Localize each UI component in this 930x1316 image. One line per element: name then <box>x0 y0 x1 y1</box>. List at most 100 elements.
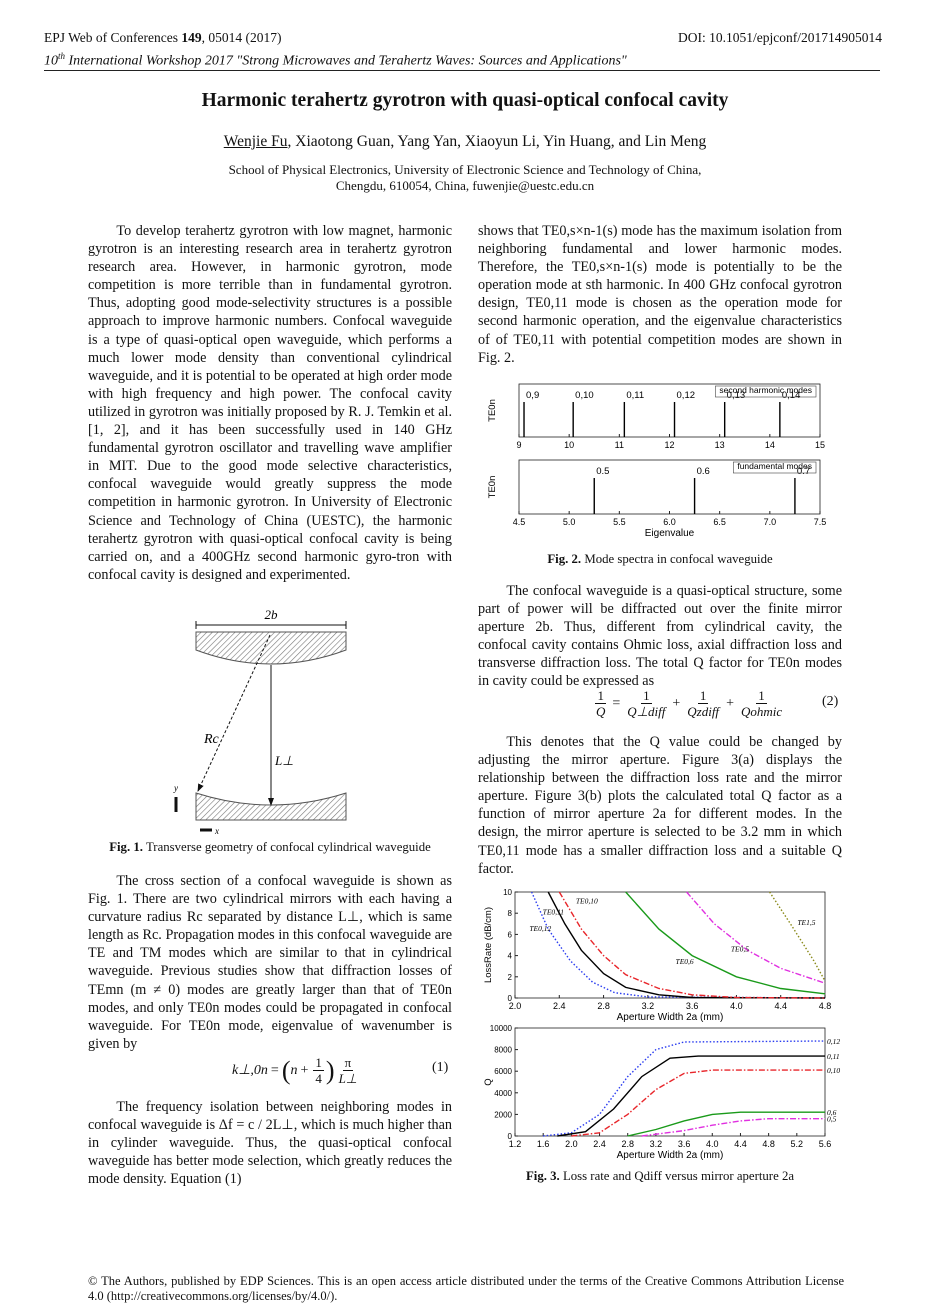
denominator: Q⊥diff <box>627 704 666 719</box>
radius-arrow <box>197 634 271 792</box>
eq-op: ) <box>325 1055 335 1085</box>
series-line <box>557 1055 825 1137</box>
figure-caption: Fig. 2. Mode spectra in confocal wavegui… <box>478 552 842 567</box>
series-line <box>558 891 826 999</box>
x-tick-label: 4.4 <box>734 1139 747 1149</box>
x-tick-label: 4.8 <box>762 1139 775 1149</box>
x-tick-label: 6.0 <box>663 517 676 527</box>
series-line <box>571 1069 825 1137</box>
volume: 149 <box>181 30 202 45</box>
denominator: 4 <box>315 1071 322 1086</box>
caption-label: Fig. 3. <box>525 1169 560 1183</box>
aperture-label: 2b <box>265 607 279 622</box>
y-tick-label: 8 <box>508 909 513 918</box>
y-tick-label: 4 <box>508 952 513 961</box>
running-header: EPJ Web of Conferences 149, 05014 (2017) <box>44 30 282 46</box>
series-line <box>547 891 826 999</box>
denominator: Q <box>596 704 606 719</box>
affiliation-line: School of Physical Electronics, Universi… <box>228 162 702 177</box>
numerator: 1 <box>313 1055 324 1071</box>
plot-frame <box>514 891 826 999</box>
equation-number: (1) <box>432 1060 449 1075</box>
x-tick-label: 3.6 <box>678 1139 691 1149</box>
series-line <box>769 891 826 982</box>
x-tick-label: 1.2 <box>509 1139 522 1149</box>
title: Harmonic terahertz gyrotron with quasi-o… <box>201 90 729 111</box>
top-mirror <box>195 631 347 665</box>
y-tick-label: 6000 <box>494 1067 512 1076</box>
eq-var: n <box>290 1062 298 1078</box>
x-tick-label: 5.6 <box>819 1139 832 1149</box>
figure-caption: Fig. 1. Transverse geometry of confocal … <box>88 840 452 855</box>
x-tick-label: 7.0 <box>764 517 777 527</box>
paragraph: The frequency isolation between neighbor… <box>88 1099 452 1188</box>
series-line <box>530 891 826 999</box>
y-tick-label: 10000 <box>490 1024 513 1033</box>
paragraph: The cross section of a confocal waveguid… <box>88 873 452 1052</box>
y-axis-label: Q <box>483 1078 494 1085</box>
y-tick-label: 2000 <box>494 1110 512 1119</box>
x-tick-label: 4.0 <box>706 1139 719 1149</box>
x-axis-label: Aperture Width 2a (mm) <box>617 1012 724 1023</box>
x-tick-label: 5.5 <box>613 517 626 527</box>
caption-text: Transverse geometry of confocal cylindri… <box>145 840 431 854</box>
series-line <box>686 891 826 984</box>
footer: © The Authors, published by EDP Sciences… <box>88 1274 844 1303</box>
series-line <box>641 1118 825 1137</box>
workshop: 10th International Workshop 2017 "Strong… <box>44 51 627 70</box>
series-line <box>627 1111 825 1137</box>
numerator: π <box>342 1055 354 1071</box>
x-tick-label: 4.5 <box>513 517 526 527</box>
figure-3: 2.0 2.4 2.8 3.2 3.6 4.0 4.4 4.8 LossRate (dB/cm)… <box>483 888 840 1161</box>
x-tick-label: 2.4 <box>553 1001 566 1011</box>
affiliation-line: Chengdu, 610054, China, fuwenjie@uestc.e… <box>335 178 595 193</box>
paragraph: This denotes that the Q value could be c… <box>478 734 842 877</box>
x-tick-label: 15 <box>815 440 825 450</box>
series-line <box>543 1040 826 1137</box>
eq-op: + <box>300 1062 309 1078</box>
y-tick-label: 2 <box>508 973 513 982</box>
annotation: second harmonic modes <box>719 385 812 395</box>
x-tick-label: 2.8 <box>621 1139 634 1149</box>
fraction: π L⊥ <box>337 1055 360 1086</box>
series-label: 0,11 <box>827 1052 840 1061</box>
mode-label: 0,14 <box>782 390 801 401</box>
series-label: TE0,12 <box>529 924 551 933</box>
x-tick-label: 10 <box>564 440 574 450</box>
radius-label: Rc <box>203 732 220 747</box>
authors: Wenjie Fu, Xiaotong Guan, Yang Yan, Xiao… <box>0 133 930 151</box>
mode-label: 0,11 <box>626 390 644 401</box>
figure-caption: Fig. 3. Loss rate and Qdiff versus mirro… <box>478 1169 842 1184</box>
x-tick-label: 11 <box>615 440 624 450</box>
x-axis-label: Eigenvalue <box>645 528 695 539</box>
article: , 05014 (2017) <box>201 30 282 45</box>
y-tick-label: 10 <box>503 888 512 897</box>
x-tick-label: 5.0 <box>563 517 576 527</box>
eq-op: ( <box>281 1055 291 1085</box>
fraction: 1 Qohmic <box>739 688 784 719</box>
x-tick-label: 3.2 <box>650 1139 663 1149</box>
caption-text: Mode spectra in confocal waveguide <box>584 552 773 566</box>
paragraph: shows that TE0,s×n-1(s) mode has the max… <box>478 223 842 366</box>
x-tick-label: 2.8 <box>597 1001 610 1011</box>
caption-label: Fig. 1. <box>109 840 143 854</box>
y-tick-label: 0 <box>508 994 513 1003</box>
denominator: L⊥ <box>338 1071 358 1086</box>
annotation-box <box>733 461 817 474</box>
x-tick-label: 2.4 <box>593 1139 606 1149</box>
annotation: fundamental modes <box>737 461 812 471</box>
y-axis-label: TE0n <box>487 476 498 499</box>
fraction: 1 Qzdiff <box>685 688 721 719</box>
plot-frame <box>514 1027 826 1137</box>
x-tick-label: 2.0 <box>565 1139 578 1149</box>
workshop-text: International Workshop 2017 "Strong Micr… <box>68 53 627 69</box>
workshop-suffix: th <box>58 51 66 61</box>
x-tick-label: 9 <box>516 440 521 450</box>
eq-op: + <box>672 695 681 711</box>
eq-op: = <box>612 695 621 711</box>
paragraph: The confocal waveguide is a quasi-optica… <box>478 583 842 690</box>
x-tick-label: 7.5 <box>814 517 827 527</box>
